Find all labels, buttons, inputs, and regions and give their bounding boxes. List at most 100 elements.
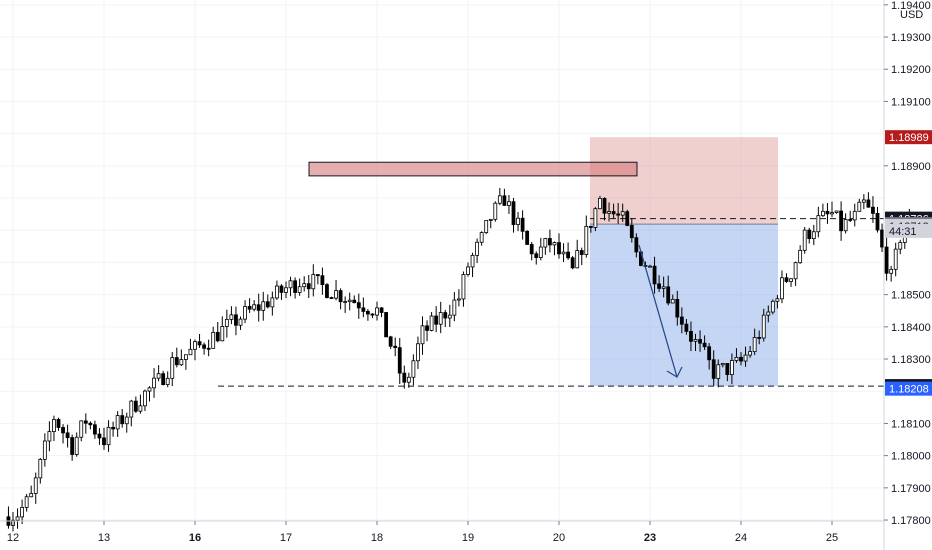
time-tick-label: 25	[826, 532, 838, 544]
candle-body	[416, 343, 420, 362]
candle-body	[766, 311, 771, 316]
candle-body	[297, 286, 302, 293]
candle-body	[789, 278, 793, 282]
candle-body	[447, 314, 452, 319]
price-badges: 1.189891.187361.187191.1871344:311.18216…	[885, 130, 932, 396]
trend-arrow-line[interactable]	[638, 244, 678, 378]
stop-loss-zone[interactable]	[590, 137, 778, 225]
candle-body	[411, 360, 416, 378]
candle-body	[834, 210, 839, 213]
chart-drawings[interactable]	[308, 161, 683, 378]
price-axis[interactable]: 1.19400 1.19300 1.19200 1.19100 1.18900 1.185…	[883, 0, 931, 550]
currency-label[interactable]: USD	[900, 9, 923, 21]
candle-body	[183, 354, 188, 360]
price-tick-label: 1.18300	[891, 354, 931, 366]
candle-body	[693, 339, 698, 342]
price-tick-label: 1.18900	[891, 161, 931, 173]
candle-body	[220, 326, 225, 342]
candle-body	[548, 238, 552, 246]
candle-body	[666, 286, 671, 304]
candle-body	[452, 299, 457, 316]
candle-body	[566, 251, 570, 259]
trend-arrow-head-icon	[666, 366, 683, 378]
candle-body	[29, 493, 34, 498]
candle-body	[825, 210, 830, 215]
candle-body	[152, 377, 156, 389]
candle-body	[561, 251, 566, 255]
candle-body	[479, 232, 484, 243]
candle-body	[793, 262, 798, 280]
candle-body	[229, 314, 234, 320]
price-levels	[218, 218, 884, 387]
time-tick-label: 24	[735, 532, 747, 544]
candle-body	[898, 242, 903, 250]
candle-body	[652, 265, 657, 285]
price-badge-label: 1.18208	[889, 384, 929, 396]
candle-body	[193, 341, 197, 350]
candle-body	[325, 284, 329, 298]
candle-body	[329, 297, 334, 299]
candle-body	[497, 195, 502, 204]
price-tick-label: 1.19400	[891, 0, 931, 12]
candle-body	[270, 297, 275, 308]
time-tick-label: 12	[7, 532, 19, 544]
candle-body	[88, 422, 93, 426]
candle-body	[124, 416, 129, 425]
candle-body	[438, 312, 443, 325]
candle-body	[516, 217, 520, 225]
candle-body	[106, 426, 111, 446]
candle-body	[852, 210, 857, 221]
price-tick-label: 1.17800	[891, 515, 931, 527]
candle-body	[871, 206, 875, 214]
price-badge-label: 1.18989	[889, 132, 929, 144]
candle-body	[734, 356, 739, 361]
candle-body	[384, 312, 389, 338]
candle-body	[525, 230, 530, 245]
candle-body	[557, 242, 561, 255]
candle-body	[807, 229, 812, 240]
candle-body	[520, 217, 525, 232]
take-profit-zone[interactable]	[590, 224, 778, 387]
candle-body	[816, 215, 821, 233]
candle-body	[689, 331, 693, 342]
candle-body	[70, 437, 75, 455]
candle-body	[648, 265, 652, 268]
candle-body	[343, 301, 348, 304]
candle-body	[238, 318, 243, 326]
candle-body	[620, 211, 625, 216]
price-tick-label: 1.18500	[891, 290, 931, 302]
candle-body	[616, 213, 621, 216]
candle-body	[161, 373, 166, 385]
candle-body	[406, 376, 411, 383]
candle-body	[757, 336, 762, 339]
resistance-zone-rect[interactable]	[308, 161, 638, 177]
candle-body	[111, 426, 115, 430]
candle-body	[379, 307, 384, 313]
candle-body	[707, 346, 712, 361]
candle-body	[252, 304, 257, 310]
candle-body	[456, 298, 461, 301]
candle-body	[143, 390, 147, 407]
candle-body	[320, 275, 325, 286]
candle-body	[629, 225, 634, 239]
candle-body	[179, 359, 184, 366]
candlestick-series	[6, 187, 912, 532]
candle-body	[761, 314, 766, 339]
candle-body	[133, 400, 138, 412]
price-badge-bg	[885, 381, 932, 396]
candle-body	[402, 372, 407, 383]
candle-body	[74, 436, 79, 455]
candle-body	[821, 210, 825, 217]
candle-body	[147, 387, 152, 392]
candle-body	[365, 311, 370, 315]
time-axis[interactable]: 12 13 16 17 18 19 20 23 24 25	[0, 520, 884, 544]
candle-body	[79, 420, 84, 438]
candle-body	[593, 208, 598, 228]
price-badge-bg	[885, 130, 932, 145]
price-tick-label: 1.18000	[891, 451, 931, 463]
candle-body	[475, 241, 480, 256]
candle-body	[698, 339, 702, 344]
price-tick-label: 1.19200	[891, 64, 931, 76]
candle-body	[420, 325, 425, 345]
